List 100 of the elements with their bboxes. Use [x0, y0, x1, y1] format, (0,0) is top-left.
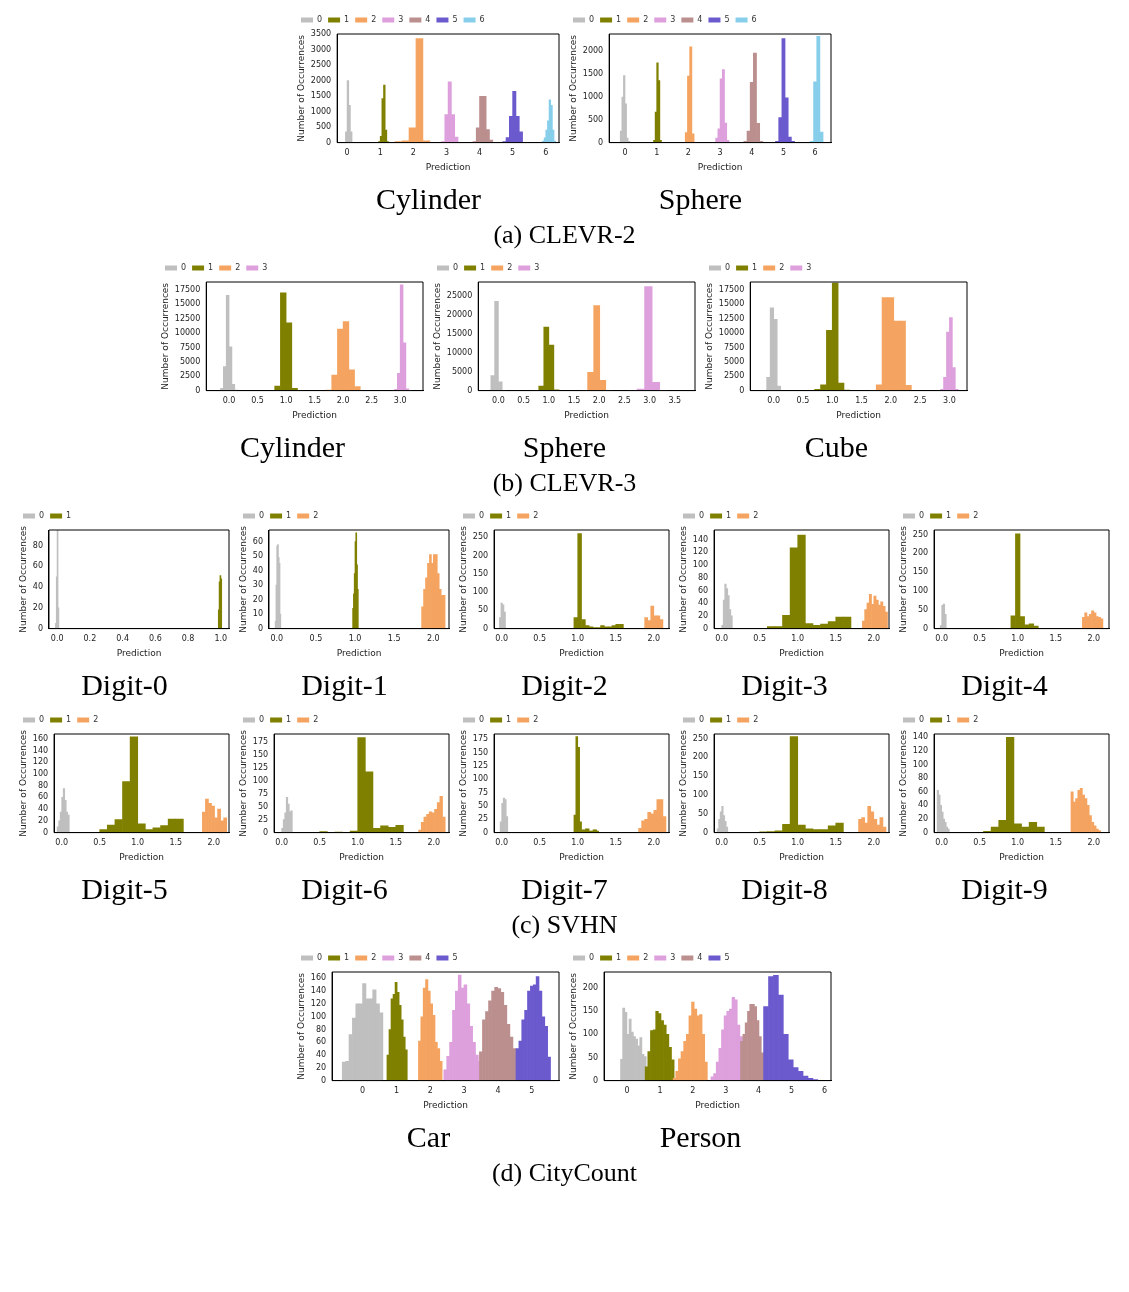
y-tick-label: 0: [597, 137, 603, 147]
legend-label: 1: [725, 511, 731, 521]
x-tick-label: 6: [821, 1086, 827, 1096]
y-tick-label: 0: [702, 827, 708, 837]
x-tick-label: 0.5: [972, 634, 986, 644]
y-axis-title: Number of Occurrences: [457, 525, 468, 633]
text: Digit-9: [961, 872, 1048, 906]
x-tick-label: 3: [461, 1086, 467, 1096]
y-axis-title: Number of Occurrences: [567, 972, 578, 1080]
x-axis-title: Prediction: [998, 851, 1044, 862]
y-tick-label: 30: [252, 580, 263, 590]
y-tick-label: 15000: [446, 328, 472, 338]
x-tick-label: 0.5: [752, 634, 766, 644]
y-tick-label: 7500: [723, 342, 744, 352]
x-tick-label: 2.0: [866, 634, 880, 644]
legend-label: 1: [945, 715, 951, 725]
y-axis-title: Number of Occurrences: [17, 729, 28, 837]
y-tick-label: 0: [37, 623, 43, 633]
y-tick-label: 1500: [582, 69, 603, 79]
y-tick-label: 40: [252, 565, 263, 575]
legend-label: 5: [451, 953, 458, 963]
text: Digit-2: [521, 668, 608, 702]
legend-label: 1: [615, 15, 621, 25]
x-axis-title: Prediction: [116, 647, 161, 658]
legend-label: 1: [65, 715, 71, 725]
x-tick-label: 3: [717, 148, 723, 158]
legend-label: 2: [752, 715, 758, 725]
x-axis-title: Prediction: [291, 409, 337, 420]
x-axis-title: Prediction: [338, 851, 384, 862]
x-tick-label: 2.0: [1086, 634, 1100, 644]
y-tick-label: 20: [315, 1062, 326, 1072]
y-tick-label: 60: [37, 792, 48, 802]
y-tick-label: 15000: [174, 299, 200, 309]
legend-label: 5: [723, 15, 730, 25]
x-tick-label: 0.5: [752, 838, 766, 848]
legend-label: 2: [506, 263, 512, 273]
x-tick-label: 0: [359, 1086, 365, 1096]
y-axis-title: Number of Occurrences: [295, 34, 306, 142]
y-tick-label: 140: [912, 732, 928, 742]
x-tick-label: 1.5: [1048, 838, 1062, 848]
y-tick-label: 20: [697, 610, 708, 620]
legend-label: 2: [92, 715, 98, 725]
x-tick-label: 0.0: [714, 838, 728, 848]
x-tick-label: 0.0: [934, 838, 948, 848]
x-tick-label: 0.0: [269, 634, 283, 644]
y-tick-label: 2500: [310, 60, 331, 70]
x-tick-label: 0.0: [222, 396, 235, 406]
x-tick-label: 2: [689, 1086, 695, 1096]
x-tick-label: 0.0: [934, 634, 948, 644]
x-axis-title: Prediction: [118, 851, 164, 862]
y-tick-label: 60: [252, 536, 263, 546]
x-tick-label: 0.5: [250, 396, 264, 406]
x-tick-label: 1: [653, 148, 659, 158]
x-tick-label: 2.5: [364, 396, 378, 406]
y-tick-label: 500: [587, 114, 603, 124]
y-tick-label: 150: [472, 568, 488, 578]
y-tick-label: 60: [917, 786, 928, 796]
y-tick-label: 17500: [718, 285, 744, 295]
y-tick-label: 120: [310, 999, 326, 1009]
y-tick-label: 100: [582, 1029, 598, 1039]
text: Cylinder: [376, 182, 481, 216]
x-axis-title: Prediction: [697, 161, 742, 172]
y-tick-label: 200: [692, 752, 708, 762]
x-tick-label: 5: [780, 148, 786, 158]
legend-label: 5: [451, 15, 458, 25]
y-tick-label: 20000: [446, 310, 472, 319]
y-tick-label: 25: [477, 814, 488, 824]
y-tick-label: 40: [37, 804, 48, 814]
x-axis-title: Prediction: [835, 409, 881, 420]
x-tick-label: 1: [377, 148, 383, 158]
legend-label: 1: [725, 715, 731, 725]
y-tick-label: 50: [477, 801, 488, 811]
x-tick-label: 4: [748, 148, 754, 158]
y-tick-label: 5000: [179, 356, 200, 366]
y-tick-label: 60: [32, 561, 43, 571]
text: Person: [659, 1120, 742, 1154]
x-axis-title: Prediction: [998, 647, 1044, 658]
legend-label: 2: [532, 715, 538, 725]
y-tick-label: 150: [582, 1006, 598, 1016]
x-tick-label: 0.6: [148, 634, 162, 644]
legend-label: 2: [370, 953, 376, 963]
y-tick-label: 50: [917, 604, 928, 614]
text: Digit-7: [521, 872, 608, 906]
x-tick-label: 0.5: [532, 838, 546, 848]
x-axis-title: Prediction: [694, 1099, 740, 1110]
y-tick-label: 0: [257, 623, 263, 633]
legend-label: 3: [669, 953, 675, 963]
text: Digit-4: [961, 668, 1048, 702]
y-tick-label: 50: [252, 551, 263, 561]
x-tick-label: 2.0: [336, 396, 350, 406]
legend-label: 2: [532, 511, 538, 521]
y-tick-label: 100: [912, 759, 928, 769]
legend-label: 3: [261, 263, 267, 273]
text: Cube: [804, 430, 869, 464]
y-tick-label: 150: [472, 747, 488, 757]
y-tick-label: 100: [912, 586, 928, 596]
y-tick-label: 20: [37, 815, 48, 825]
x-tick-label: 6: [542, 148, 548, 158]
legend-label: 4: [696, 953, 702, 963]
x-tick-label: 3.0: [642, 396, 656, 406]
